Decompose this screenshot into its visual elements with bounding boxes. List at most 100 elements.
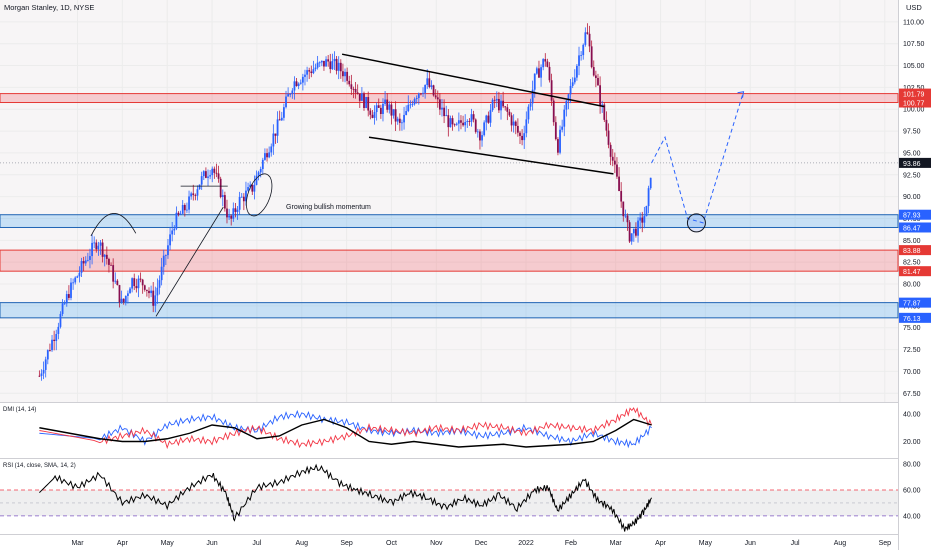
price-label-badge <box>899 209 931 220</box>
candle-body <box>285 96 287 108</box>
drawing-tools: Growing bullish momentum <box>90 53 745 317</box>
candle-body <box>320 60 323 63</box>
price-tick-label: 80.00 <box>903 282 921 289</box>
candle-body <box>314 67 317 70</box>
dmi-adx-line <box>39 418 652 448</box>
candle-body <box>649 177 652 189</box>
time-axis[interactable]: Mar Apr May Jun Jul Aug Sep Oct Nov Dec 2022 Feb Mar… <box>71 540 891 547</box>
candle-body <box>603 104 606 120</box>
candle-body <box>226 208 228 218</box>
candle-body <box>384 99 386 104</box>
candle-body <box>228 215 230 218</box>
price-tick-label: 67.50 <box>903 391 921 398</box>
candle-body <box>211 168 214 176</box>
candle-body <box>164 255 167 256</box>
rsi-pane[interactable]: RSI (14, close, SMA, 14, 2) 80.00 60.00 40.… <box>0 459 921 534</box>
candle-body <box>434 95 437 98</box>
time-tick-label: 2022 <box>518 540 534 547</box>
candle-body <box>396 118 399 122</box>
price-tick-label: 85.00 <box>903 238 921 245</box>
candle-body <box>382 103 384 115</box>
candle-body <box>59 313 62 327</box>
candle-body <box>112 265 115 282</box>
price-label-badge <box>899 266 931 277</box>
candle-body <box>586 32 589 34</box>
candle-body <box>525 119 528 134</box>
candle-body <box>40 373 43 376</box>
candle-body <box>299 82 302 84</box>
candle-body <box>57 326 60 334</box>
candle-body <box>413 99 416 105</box>
candle-body <box>323 60 325 67</box>
candle-body <box>491 99 494 111</box>
time-tick-label: May <box>699 540 713 547</box>
candle-body <box>523 133 526 141</box>
price-label-badge <box>899 97 931 108</box>
candle-body <box>613 160 616 165</box>
price-tick-label: 110.00 <box>903 19 924 26</box>
time-tick-label: Mar <box>71 540 84 547</box>
candle-body <box>495 98 498 101</box>
candle-body <box>411 104 414 106</box>
candle-body <box>472 114 475 120</box>
candle-body <box>483 122 486 136</box>
price-axis[interactable]: 110.00 107.50 105.00 102.50 100.00 97.50 95.00… <box>899 0 932 550</box>
dmi-pane[interactable]: DMI (14, 14) 40.00 20.00 <box>0 403 921 458</box>
zone-blue-3 <box>0 302 899 319</box>
candle-body <box>405 111 408 115</box>
candle-body <box>498 98 500 111</box>
time-tick-label: Sep <box>879 540 892 547</box>
candle-body <box>371 114 374 118</box>
support-trendline <box>155 206 224 317</box>
candlestick-series[interactable] <box>38 23 652 381</box>
candle-body <box>417 93 420 99</box>
candle-body <box>527 106 530 120</box>
candle-body <box>352 88 355 90</box>
candle-body <box>242 196 245 202</box>
candle-body <box>331 61 334 70</box>
time-tick-label: Nov <box>430 540 443 547</box>
candle-body <box>272 133 275 147</box>
candle-body <box>335 58 338 71</box>
candle-body <box>464 121 467 126</box>
candle-body <box>512 121 515 126</box>
candle-body <box>377 105 380 108</box>
candle-body <box>601 104 604 106</box>
candle-body <box>474 119 477 132</box>
candle-body <box>65 294 68 304</box>
candle-body <box>611 156 614 161</box>
time-tick-label: Aug <box>296 540 309 547</box>
candle-body <box>124 295 127 303</box>
candle-body <box>97 245 100 250</box>
annotation-growing-bullish-momentum: Growing bullish momentum <box>286 204 371 211</box>
candle-body <box>565 100 568 110</box>
candle-body <box>590 46 593 68</box>
price-label-text: 101.79 <box>903 92 925 99</box>
candle-body <box>268 152 271 158</box>
candle-body <box>438 99 441 110</box>
candle-body <box>519 132 521 136</box>
candle-body <box>192 193 195 196</box>
candle-body <box>403 114 405 123</box>
candle-body <box>554 122 557 140</box>
candle-body <box>247 187 249 191</box>
candle-body <box>118 285 121 303</box>
candle-body <box>561 126 564 130</box>
candle-body <box>270 146 273 153</box>
candle-body <box>215 172 218 174</box>
time-tick-label: Jun <box>206 540 217 547</box>
candle-body <box>462 122 464 126</box>
candle-body <box>350 84 353 89</box>
candle-body <box>139 278 142 280</box>
candle-body <box>346 71 349 81</box>
main-pane-area <box>0 0 898 402</box>
price-label-text: 76.13 <box>903 316 921 323</box>
candle-body <box>259 169 262 173</box>
candle-body <box>516 125 519 133</box>
candle-body <box>637 220 639 236</box>
candle-body <box>339 62 342 72</box>
price-label-text: 100.77 <box>903 101 925 108</box>
candle-body <box>49 350 51 351</box>
candle-body <box>232 208 235 219</box>
